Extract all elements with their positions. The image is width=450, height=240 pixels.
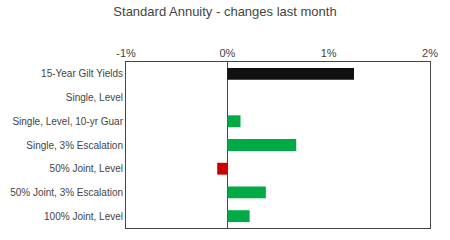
svg-text:15-Year Gilt Yields: 15-Year Gilt Yields bbox=[41, 68, 123, 79]
svg-text:50% Joint, 3% Escalation: 50% Joint, 3% Escalation bbox=[10, 187, 123, 198]
svg-text:Single, Level, 10-yr Guar: Single, Level, 10-yr Guar bbox=[12, 116, 123, 127]
svg-text:Single, Level: Single, Level bbox=[66, 92, 123, 103]
svg-text:0%: 0% bbox=[219, 47, 235, 59]
svg-text:2%: 2% bbox=[422, 47, 438, 59]
svg-text:-1%: -1% bbox=[116, 47, 136, 59]
svg-text:50% Joint, Level: 50% Joint, Level bbox=[50, 163, 123, 174]
svg-text:Standard Annuity - changes las: Standard Annuity - changes last month bbox=[113, 4, 336, 19]
svg-text:100% Joint, Level: 100% Joint, Level bbox=[44, 211, 123, 222]
svg-text:1%: 1% bbox=[321, 47, 337, 59]
svg-text:Single, 3% Escalation: Single, 3% Escalation bbox=[26, 140, 123, 151]
